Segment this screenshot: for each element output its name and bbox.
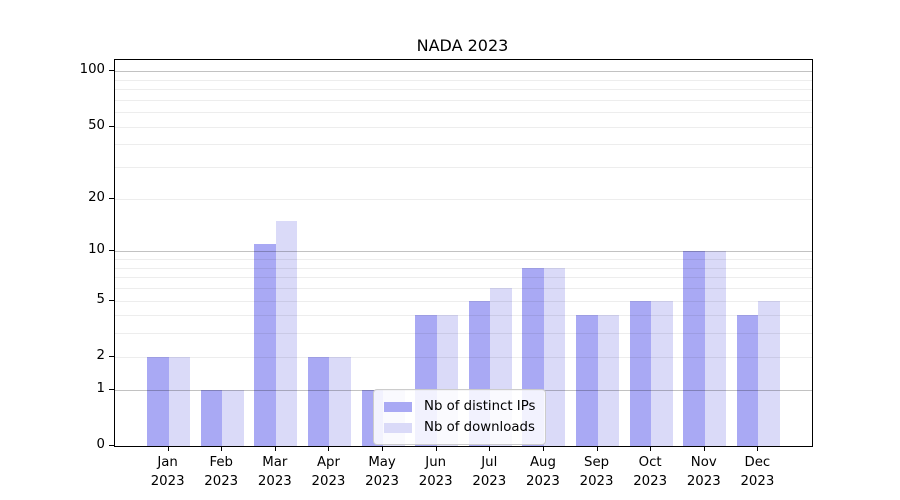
- y-axis-tick: [109, 299, 114, 301]
- y-tick-label: 50: [88, 117, 105, 133]
- bar-distinct-ips: [147, 356, 169, 446]
- y-tick-label: 1: [96, 380, 105, 396]
- y-tick-label: 2: [96, 347, 105, 363]
- x-axis-tick: [650, 446, 652, 451]
- x-axis-tick: [757, 446, 759, 451]
- x-tick-label: Mar 2023: [257, 455, 292, 489]
- x-tick-label: Jul 2023: [472, 455, 507, 489]
- bar-distinct-ips: [254, 244, 276, 446]
- y-tick-label: 0: [96, 437, 105, 453]
- y-tick-label: 100: [79, 62, 105, 78]
- chart-title: NADA 2023: [416, 36, 509, 55]
- bar-downloads: [758, 300, 780, 446]
- bar-distinct-ips: [629, 300, 652, 446]
- legend-label-distinct-ips: Nb of distinct IPs: [424, 399, 536, 414]
- bar-distinct-ips: [683, 251, 705, 446]
- bar-downloads: [329, 356, 351, 446]
- x-tick-label: Apr 2023: [311, 455, 346, 489]
- x-tick-label: Jun 2023: [418, 455, 453, 489]
- x-tick-label: Sep 2023: [579, 455, 614, 489]
- y-tick-label: 10: [88, 242, 105, 258]
- x-axis-tick: [221, 446, 223, 451]
- plot-area: Nb of distinct IPs Nb of downloads: [114, 59, 813, 447]
- x-axis-tick: [435, 446, 437, 451]
- y-axis-tick: [109, 125, 114, 127]
- x-axis-tick: [703, 446, 705, 451]
- x-tick-label: Oct 2023: [633, 455, 668, 489]
- bar-distinct-ips: [576, 315, 598, 446]
- x-tick-label: May 2023: [365, 455, 399, 489]
- bar-distinct-ips: [736, 315, 759, 446]
- bar-downloads: [168, 356, 191, 446]
- y-axis-tick: [109, 445, 114, 446]
- y-axis-tick: [109, 388, 114, 390]
- y-tick-label: 20: [88, 189, 105, 205]
- x-axis-tick: [596, 446, 598, 451]
- legend-label-downloads: Nb of downloads: [424, 420, 535, 435]
- bar-downloads: [704, 251, 727, 446]
- x-tick-label: Aug 2023: [526, 455, 560, 489]
- y-axis-tick: [109, 197, 114, 199]
- y-axis-tick: [109, 250, 114, 252]
- x-tick-label: Jan 2023: [150, 455, 185, 489]
- legend-item-downloads: Nb of downloads: [384, 417, 535, 438]
- x-axis-tick: [489, 446, 491, 451]
- legend-swatch-downloads-icon: [384, 422, 412, 433]
- bar-downloads: [543, 267, 566, 446]
- x-axis-tick: [167, 446, 169, 451]
- bar-distinct-ips: [307, 356, 330, 446]
- bar-distinct-ips: [200, 389, 223, 446]
- x-tick-label: Dec 2023: [740, 455, 775, 489]
- x-axis-tick: [382, 446, 384, 451]
- y-tick-label: 5: [96, 291, 105, 307]
- y-axis-tick: [109, 355, 114, 357]
- x-tick-label: Feb 2023: [204, 455, 239, 489]
- legend: Nb of distinct IPs Nb of downloads: [373, 389, 547, 445]
- x-axis-tick: [274, 446, 276, 451]
- legend-swatch-distinct-ips-icon: [384, 401, 412, 412]
- x-axis-tick: [542, 446, 544, 451]
- x-tick-label: Nov 2023: [686, 455, 721, 489]
- bar-downloads: [275, 220, 298, 446]
- x-axis-tick: [328, 446, 330, 451]
- bar-downloads: [222, 389, 244, 446]
- bar-downloads: [651, 300, 673, 446]
- legend-item-distinct-ips: Nb of distinct IPs: [384, 396, 535, 417]
- bar-downloads: [597, 315, 620, 446]
- y-axis-tick: [109, 70, 114, 72]
